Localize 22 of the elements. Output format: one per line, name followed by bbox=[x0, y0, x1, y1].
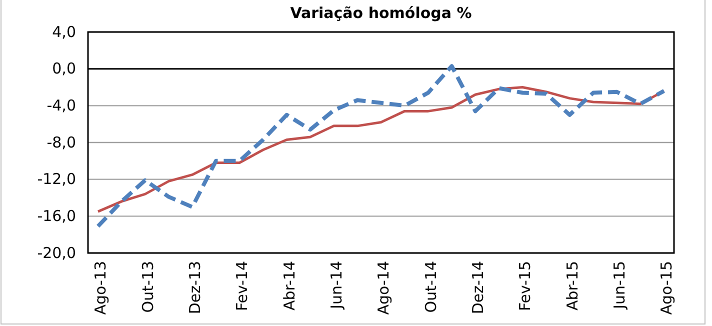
x-tick-label: Fev-14 bbox=[233, 261, 252, 312]
y-tick-label: -8,0 bbox=[46, 133, 76, 152]
x-tick-label: Ago-15 bbox=[658, 261, 676, 315]
x-tick-label: Dez-14 bbox=[468, 261, 487, 314]
chart-title: Variação homóloga % bbox=[290, 4, 472, 22]
x-tick-label: Dez-13 bbox=[186, 261, 204, 314]
x-tick-label: Fev-15 bbox=[516, 261, 534, 312]
x-tick-label: Abr-14 bbox=[280, 261, 298, 310]
x-tick-label: Jun-15 bbox=[610, 261, 628, 310]
x-tick-label: Ago-14 bbox=[374, 261, 393, 315]
x-tick-label: Out-14 bbox=[422, 261, 440, 313]
y-tick-label: 0,0 bbox=[52, 60, 76, 78]
y-tick-label: -20,0 bbox=[37, 244, 76, 262]
y-tick-label: -12,0 bbox=[37, 170, 76, 188]
y-tick-label: -16,0 bbox=[37, 206, 76, 225]
y-tick-label: 4,0 bbox=[52, 22, 76, 41]
y-tick-label: -4,0 bbox=[46, 96, 76, 114]
x-tick-label: Out-13 bbox=[138, 261, 157, 313]
line-series bbox=[96, 64, 666, 228]
x-tick-label: Ago-13 bbox=[92, 261, 110, 315]
x-tick-label: Abr-15 bbox=[563, 261, 582, 310]
x-tick-label: Jun-14 bbox=[327, 261, 346, 310]
